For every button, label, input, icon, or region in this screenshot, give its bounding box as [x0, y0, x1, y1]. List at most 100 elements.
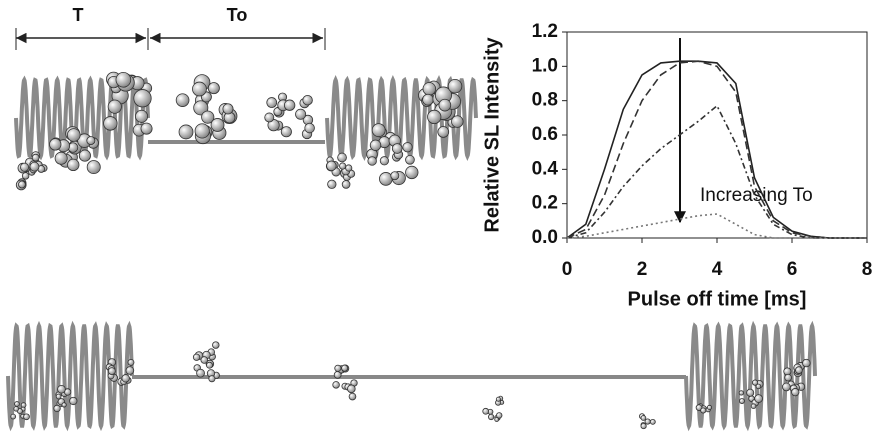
particle: [135, 109, 149, 123]
particle: [283, 99, 296, 111]
x-tick-label: 2: [637, 259, 648, 280]
particle: [367, 156, 377, 166]
particle: [266, 97, 278, 108]
particle: [339, 162, 347, 170]
particle: [66, 128, 81, 142]
particle: [57, 384, 66, 394]
x-tick-label: 6: [787, 259, 798, 280]
particle: [347, 384, 356, 394]
particle: [133, 89, 152, 108]
particle: [438, 98, 452, 112]
particle: [427, 109, 442, 125]
y-tick-label: 0.0: [532, 227, 558, 248]
particle: [13, 406, 19, 412]
series-line: [566, 60, 867, 239]
particle: [345, 164, 353, 172]
particle: [379, 156, 389, 166]
particle: [644, 418, 651, 425]
particle: [341, 180, 351, 189]
x-axis-label: Pulse off time [ms]: [628, 288, 807, 310]
particle: [115, 71, 132, 88]
particle: [755, 383, 762, 390]
y-tick-label: 1.0: [532, 55, 558, 76]
particle: [178, 124, 194, 140]
particle: [10, 413, 17, 420]
particle: [422, 82, 437, 96]
particle: [437, 126, 450, 138]
particle: [121, 374, 130, 383]
particle: [746, 388, 755, 397]
particle: [78, 149, 91, 162]
particle: [21, 172, 30, 180]
particle: [782, 382, 791, 392]
particle: [334, 364, 342, 372]
particle: [784, 373, 792, 382]
particle: [192, 353, 201, 361]
particle: [86, 160, 101, 175]
particle: [49, 138, 62, 151]
particle: [140, 122, 153, 135]
y-tick-label: 1.2: [532, 21, 558, 42]
y-tick-label: 0.4: [532, 158, 559, 179]
series-line: [566, 213, 867, 239]
particle: [341, 364, 349, 372]
annotation: Increasing To: [700, 185, 813, 206]
particle: [695, 404, 703, 411]
particle: [207, 82, 220, 95]
particle: [495, 396, 501, 402]
particle: [371, 123, 386, 138]
wave: [6, 320, 134, 432]
particle: [29, 161, 40, 172]
particle: [649, 418, 656, 425]
series-line: [566, 104, 867, 239]
particle: [125, 366, 135, 375]
particle: [175, 93, 190, 107]
y-tick-label: 0.8: [532, 90, 558, 111]
particle: [14, 401, 20, 407]
off-label: To: [227, 5, 248, 25]
particle: [23, 413, 30, 421]
particle: [405, 165, 419, 180]
particle: [447, 78, 463, 94]
x-tick-label: 0: [562, 259, 573, 280]
particle: [494, 417, 500, 422]
particle: [802, 358, 811, 368]
particle: [391, 143, 403, 154]
particle: [482, 407, 490, 415]
y-tick-label: 0.2: [532, 193, 558, 214]
particle: [327, 179, 337, 189]
particle: [193, 100, 209, 116]
particle: [304, 122, 315, 134]
particle: [31, 153, 40, 162]
pulse-diagram: T To: [6, 5, 817, 432]
particle: [107, 99, 122, 114]
particle: [752, 379, 759, 386]
particle: [791, 388, 800, 397]
x-tick-label: 8: [862, 259, 873, 280]
particle: [200, 356, 209, 364]
particle: [86, 136, 96, 146]
wave: [14, 75, 150, 161]
particle: [61, 402, 67, 408]
particle: [20, 162, 30, 172]
particle: [496, 412, 503, 419]
particle: [795, 366, 803, 374]
particle: [332, 381, 340, 389]
y-axis-label: Relative SL Intensity: [481, 37, 503, 233]
particle: [405, 154, 415, 165]
particle: [640, 422, 647, 430]
particle: [201, 110, 215, 124]
particle: [280, 126, 292, 138]
particle: [127, 358, 135, 366]
x-tick-label: 4: [712, 259, 723, 280]
particle: [194, 123, 210, 139]
particle: [369, 139, 382, 151]
particle: [750, 403, 757, 409]
particle: [706, 404, 713, 411]
particle: [295, 108, 307, 120]
particle: [738, 390, 745, 396]
y-tick-label: 0.6: [532, 124, 558, 145]
particle: [337, 152, 347, 163]
particle: [326, 160, 337, 172]
